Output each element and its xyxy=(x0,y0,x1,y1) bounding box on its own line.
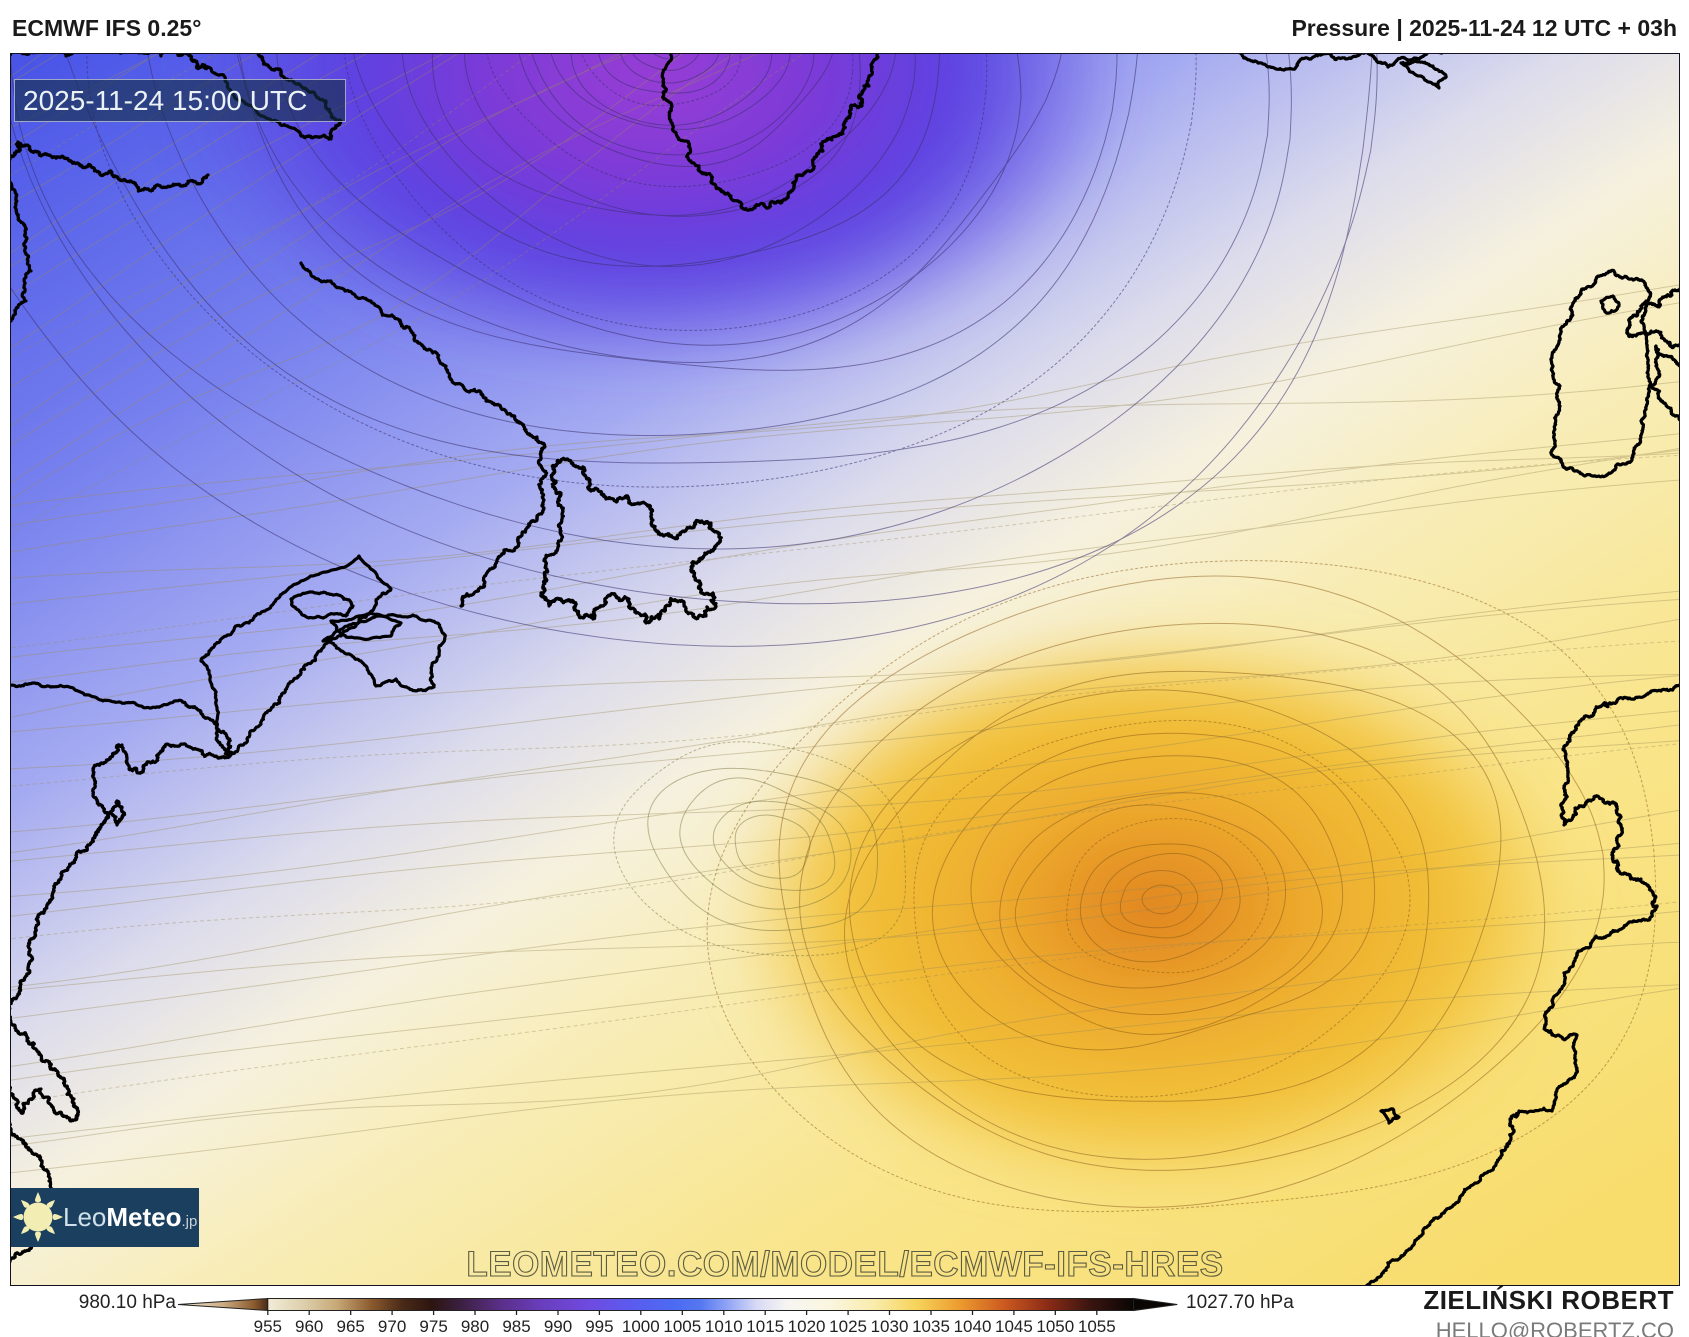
svg-text:1000: 1000 xyxy=(622,1317,660,1336)
svg-text:1005: 1005 xyxy=(663,1317,701,1336)
svg-text:1015: 1015 xyxy=(746,1317,784,1336)
svg-text:995: 995 xyxy=(585,1317,613,1336)
svg-text:985: 985 xyxy=(502,1317,530,1336)
svg-text:1050: 1050 xyxy=(1036,1317,1074,1336)
svg-text:970: 970 xyxy=(378,1317,406,1336)
svg-text:1020: 1020 xyxy=(788,1317,826,1336)
svg-text:1010: 1010 xyxy=(705,1317,743,1336)
svg-text:1055: 1055 xyxy=(1078,1317,1116,1336)
svg-text:1025: 1025 xyxy=(829,1317,867,1336)
svg-text:1030: 1030 xyxy=(871,1317,909,1336)
svg-text:1027.70 hPa: 1027.70 hPa xyxy=(1186,1292,1294,1313)
svg-text:975: 975 xyxy=(419,1317,447,1336)
svg-text:1035: 1035 xyxy=(912,1317,950,1336)
svg-text:965: 965 xyxy=(337,1317,365,1336)
svg-text:980.10 hPa: 980.10 hPa xyxy=(79,1292,177,1313)
svg-text:990: 990 xyxy=(544,1317,572,1336)
svg-text:960: 960 xyxy=(295,1317,323,1336)
svg-text:980: 980 xyxy=(461,1317,489,1336)
svg-text:1040: 1040 xyxy=(954,1317,992,1336)
svg-text:1045: 1045 xyxy=(995,1317,1033,1336)
svg-text:955: 955 xyxy=(254,1317,282,1336)
